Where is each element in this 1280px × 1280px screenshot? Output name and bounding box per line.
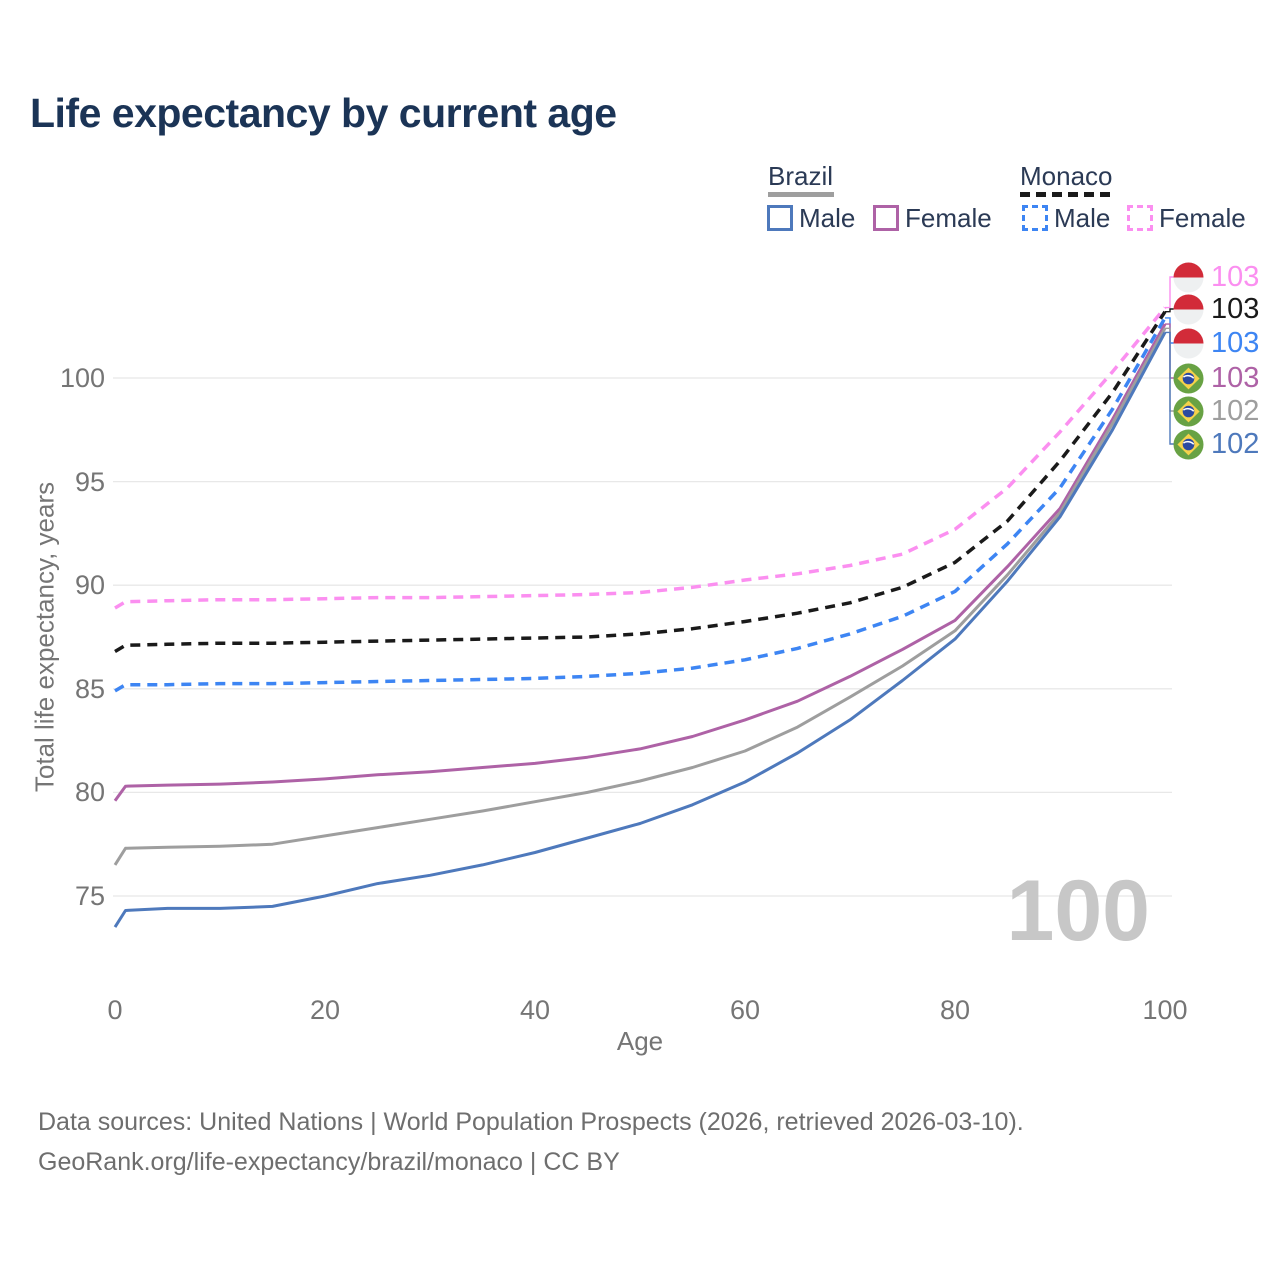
brazil-flag-icon — [1173, 363, 1204, 393]
end-label-value: 103 — [1211, 292, 1260, 325]
data-sources-text: Data sources: United Nations | World Pop… — [38, 1108, 1024, 1136]
series-line-brazil-female — [113, 323, 1167, 802]
x-axis-label: Age — [616, 1026, 664, 1056]
legend-group-brazil[interactable]: Brazil — [768, 161, 834, 191]
age-hover-watermark: 100 — [1006, 863, 1151, 959]
brazil-flag-icon — [1173, 396, 1204, 426]
end-label-monaco-all: 103 — [1173, 293, 1259, 325]
end-label-monaco-female: 103 — [1173, 261, 1259, 293]
monaco-flag-icon — [1173, 262, 1204, 292]
end-label-brazil-all: 102 — [1173, 395, 1259, 427]
end-label-connector-brazil-male — [1165, 331, 1176, 445]
legend-label-brazil-male[interactable]: Male — [799, 203, 856, 233]
end-label-brazil-male: 102 — [1173, 428, 1259, 460]
end-label-value: 102 — [1211, 427, 1260, 460]
monaco-flag-icon — [1173, 328, 1204, 358]
series-line-monaco-male — [114, 317, 1167, 693]
end-label-connector-monaco-female — [1165, 276, 1176, 309]
x-tick-100: 100 — [1142, 995, 1188, 1025]
monaco-flag-icon — [1173, 294, 1204, 324]
legend-swatch-brazil-male[interactable] — [767, 205, 793, 231]
end-label-value: 102 — [1211, 394, 1260, 427]
legend-swatch-monaco-female[interactable] — [1127, 205, 1153, 231]
end-label-brazil-female: 103 — [1173, 362, 1259, 394]
x-tick-40: 40 — [519, 995, 551, 1025]
y-tick-100: 100 — [59, 363, 105, 393]
y-axis-label: Total life expectancy, years — [29, 481, 60, 793]
legend-label-monaco-female[interactable]: Female — [1159, 203, 1246, 233]
legend-swatch-brazil-female[interactable] — [873, 205, 899, 231]
brazil-solid-line-swatch — [768, 192, 834, 197]
end-label-value: 103 — [1211, 361, 1260, 394]
legend-group-monaco[interactable]: Monaco — [1020, 161, 1113, 191]
end-label-connector-monaco-all — [1165, 308, 1176, 313]
attribution-text: GeoRank.org/life-expectancy/brazil/monac… — [38, 1148, 620, 1176]
y-tick-85: 85 — [74, 673, 105, 704]
y-tick-90: 90 — [74, 570, 105, 601]
legend-swatch-monaco-male[interactable] — [1022, 205, 1048, 231]
legend-label-brazil-female[interactable]: Female — [905, 203, 992, 233]
series-line-monaco-female — [114, 306, 1167, 610]
x-tick-20: 20 — [309, 995, 341, 1025]
page-title: Life expectancy by current age — [30, 90, 617, 136]
x-tick-60: 60 — [729, 995, 761, 1025]
end-label-value: 103 — [1211, 326, 1260, 359]
series-line-monaco-all — [114, 310, 1167, 654]
series-line-brazil-male — [113, 331, 1167, 928]
end-label-monaco-male: 103 — [1173, 327, 1259, 359]
legend-label-monaco-male[interactable]: Male — [1054, 203, 1111, 233]
x-tick-80: 80 — [939, 995, 971, 1025]
series-line-brazil-all — [113, 327, 1167, 866]
y-tick-80: 80 — [74, 777, 105, 808]
monaco-dashed-line-swatch — [1020, 192, 1113, 197]
end-label-value: 103 — [1211, 260, 1260, 293]
brazil-flag-icon — [1173, 429, 1204, 459]
y-tick-95: 95 — [74, 466, 105, 497]
y-tick-75: 75 — [74, 881, 105, 911]
x-tick-0: 0 — [107, 995, 123, 1025]
